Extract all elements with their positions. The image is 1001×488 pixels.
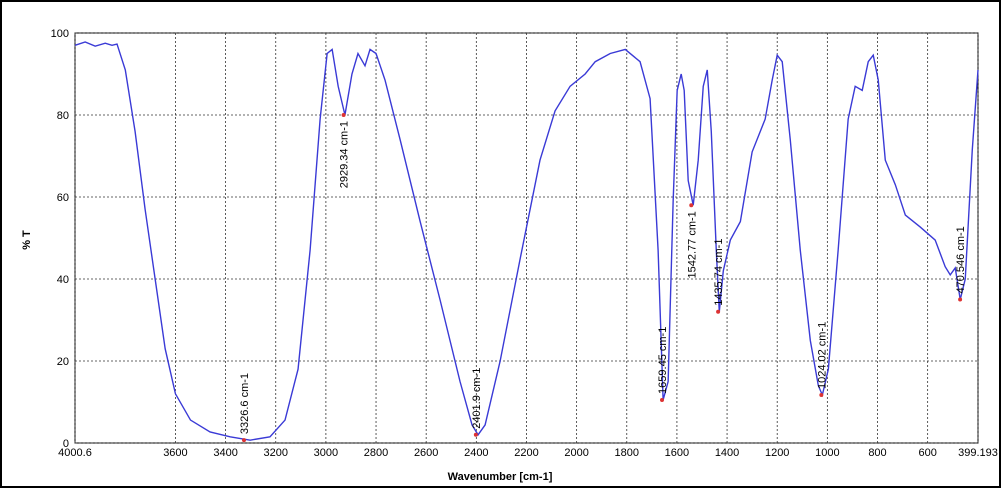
x-tick-label: 1800 [615, 447, 639, 459]
x-tick-label: 2600 [414, 447, 438, 459]
y-tick-label: 60 [57, 192, 69, 204]
y-tick-label: 40 [57, 274, 69, 286]
x-tick-label: 4000.6 [58, 447, 92, 459]
peak-marker [819, 393, 824, 398]
x-tick-label: 2200 [514, 447, 538, 459]
y-tick-label: 80 [57, 110, 69, 122]
peak-label: 2401.9 cm-1 [471, 368, 483, 429]
peak-marker [473, 432, 478, 437]
x-tick-label: 1200 [765, 447, 789, 459]
spectrum-line [74, 41, 979, 441]
y-axis-label: % T [21, 230, 33, 250]
y-tick-label: 100 [51, 28, 69, 40]
x-tick-label: 2400 [464, 447, 488, 459]
x-tick-label: 800 [868, 447, 886, 459]
x-tick-label: 3200 [263, 447, 287, 459]
peak-marker [689, 203, 694, 208]
peak-marker [341, 113, 346, 117]
x-tick-label: 3600 [163, 447, 187, 459]
x-tick-label: 2800 [364, 447, 388, 459]
x-axis-label: Wavenumber [cm-1] [448, 471, 553, 483]
x-tick-label: 399.193 [958, 447, 998, 459]
peak-marker [958, 297, 963, 302]
peak-label: 1024.02 cm-1 [816, 322, 828, 389]
peak-marker [660, 397, 665, 402]
peak-marker [241, 438, 246, 443]
peak-marker [716, 309, 721, 314]
peak-label: 2929.34 cm-1 [339, 121, 351, 188]
y-tick-label: 20 [57, 356, 69, 368]
x-tick-label: 3000 [314, 447, 338, 459]
peak-label: 470.546 cm-1 [955, 226, 967, 293]
peak-label: 1435.74 cm-1 [713, 239, 725, 306]
x-tick-label: 600 [918, 447, 936, 459]
peak-label: 1542.77 cm-1 [686, 211, 698, 278]
x-tick-label: 1000 [815, 447, 839, 459]
peak-label: 3326.6 cm-1 [239, 373, 251, 434]
peak-label: 1659.45 cm-1 [657, 327, 669, 394]
x-tick-label: 1600 [665, 447, 689, 459]
y-tick-label: 0 [63, 438, 69, 450]
x-tick-label: 3400 [213, 447, 237, 459]
x-tick-label: 1400 [715, 447, 739, 459]
x-tick-label: 2000 [564, 447, 588, 459]
